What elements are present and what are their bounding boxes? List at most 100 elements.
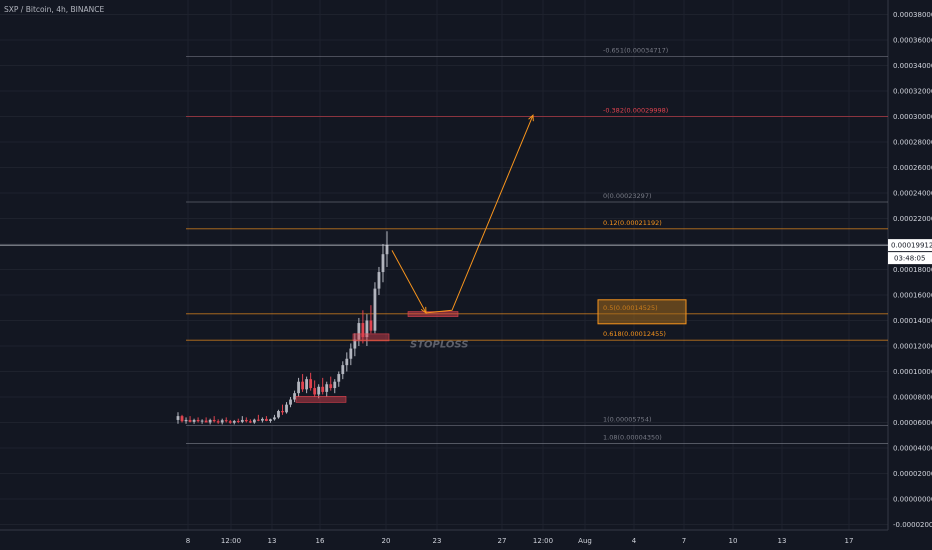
y-tick-label: 0.00024000	[893, 190, 932, 198]
x-tick-label: 8	[186, 537, 190, 545]
candle-body	[325, 384, 329, 392]
projection-arrowhead-down	[420, 306, 427, 314]
x-tick-label: 17	[845, 537, 854, 545]
candle-body	[200, 420, 204, 422]
current-price-tag	[888, 239, 932, 252]
y-tick-label: 0.00012000	[893, 343, 932, 351]
y-tick-label: 0.00010000	[893, 368, 932, 376]
y-tick-label: 0.00030000	[893, 113, 932, 121]
candle-body	[349, 348, 353, 359]
candle-body	[345, 358, 349, 366]
candle-body	[192, 419, 196, 422]
y-tick-label: 0.00032000	[893, 88, 932, 96]
x-tick-label: 12:00	[221, 537, 241, 545]
x-tick-label: Aug	[578, 537, 592, 545]
y-tick-label: 0.00006000	[893, 419, 932, 427]
candle-body	[377, 272, 381, 289]
candle-body	[369, 320, 373, 331]
x-tick-label: 16	[316, 537, 325, 545]
y-tick-label: 0.00018000	[893, 266, 932, 274]
candle-body	[285, 404, 288, 413]
y-tick-label: 0.00028000	[893, 139, 932, 147]
x-tick-label: 10	[729, 537, 738, 545]
candle-body	[196, 419, 200, 422]
candle-body	[252, 419, 256, 423]
current-price-value: 0.00019912	[891, 242, 932, 250]
candle-body	[321, 386, 325, 392]
candle-body	[309, 379, 313, 389]
fib-level-label: 1(0.00005754)	[603, 416, 652, 424]
support-box	[295, 396, 347, 403]
candle-body	[301, 381, 304, 390]
candle-body	[281, 411, 284, 413]
candle-body	[305, 379, 309, 390]
x-tick-label: 27	[498, 537, 507, 545]
candle-body	[265, 418, 268, 421]
candle-body	[236, 420, 240, 422]
candle-body	[240, 419, 244, 422]
entry-box	[407, 311, 459, 317]
fib-level-label: 0.12(0.00021192)	[603, 219, 662, 227]
candle-body	[232, 420, 236, 423]
candle-body	[244, 419, 248, 422]
y-tick-label: 0.00004000	[893, 445, 932, 453]
candle-body	[224, 420, 228, 422]
candle-body	[269, 419, 272, 421]
candle-body	[297, 381, 300, 394]
candle-body	[188, 419, 192, 422]
x-tick-label: 4	[632, 537, 637, 545]
x-tick-label: 7	[682, 537, 686, 545]
y-tick-label: -0.00002000	[893, 521, 932, 529]
candle-body	[204, 420, 208, 423]
candle-body	[180, 416, 184, 422]
y-tick-label: 0.00038000	[893, 11, 932, 19]
projection-path	[391, 115, 534, 314]
candle-body	[337, 374, 341, 382]
chart-symbol-title: SXP / Bitcoin, 4h, BINANCE	[4, 5, 105, 14]
candle-body	[208, 419, 212, 423]
candle-body	[385, 245, 389, 255]
countdown-tag	[888, 252, 932, 265]
y-tick-label: 0.00000000	[893, 496, 932, 504]
candle-body	[273, 417, 276, 420]
candle-body	[373, 288, 377, 331]
x-tick-label: 23	[433, 537, 442, 545]
candle-body	[220, 420, 224, 423]
fib-level-label: -0.651(0.00034717)	[603, 46, 668, 54]
x-tick-label: 12:00	[533, 537, 553, 545]
candle-body	[184, 419, 188, 422]
candle-body	[353, 339, 357, 349]
candle-body	[212, 419, 216, 422]
candle-body	[357, 323, 361, 340]
y-tick-label: 0.00034000	[893, 62, 932, 70]
y-tick-label: 0.00014000	[893, 317, 932, 325]
fib-level-label: 1.08(0.00004350)	[603, 434, 662, 442]
candle-body	[261, 418, 264, 421]
candle-body	[333, 381, 337, 389]
fib-level-label: -0.382(0.00029998)	[603, 107, 668, 115]
candle-body	[277, 411, 280, 418]
x-tick-label: 20	[382, 537, 391, 545]
support-box-2	[352, 333, 390, 342]
candle-body	[248, 421, 252, 423]
fib-highlight-box	[597, 299, 687, 325]
projection-arrowhead-up	[528, 114, 534, 122]
stoploss-label: STOPLOSS	[410, 340, 468, 351]
y-tick-label: 0.00002000	[893, 470, 932, 478]
fib-level-label: 0.618(0.00012455)	[603, 330, 666, 338]
y-tick-label: 0.00036000	[893, 37, 932, 45]
candle-body	[341, 365, 345, 375]
candle-body	[256, 419, 260, 421]
countdown-value: 03:48:05	[894, 255, 925, 263]
candle-body	[329, 384, 333, 389]
y-tick-label: 0.00026000	[893, 164, 932, 172]
candle-body	[313, 388, 317, 395]
y-tick-label: 0.00008000	[893, 394, 932, 402]
candle-body	[381, 254, 385, 273]
candle-body	[289, 399, 292, 405]
candle-body	[216, 421, 220, 423]
candle-body	[361, 323, 365, 338]
y-tick-label: 0.00016000	[893, 292, 932, 300]
candle-body	[176, 416, 180, 420]
